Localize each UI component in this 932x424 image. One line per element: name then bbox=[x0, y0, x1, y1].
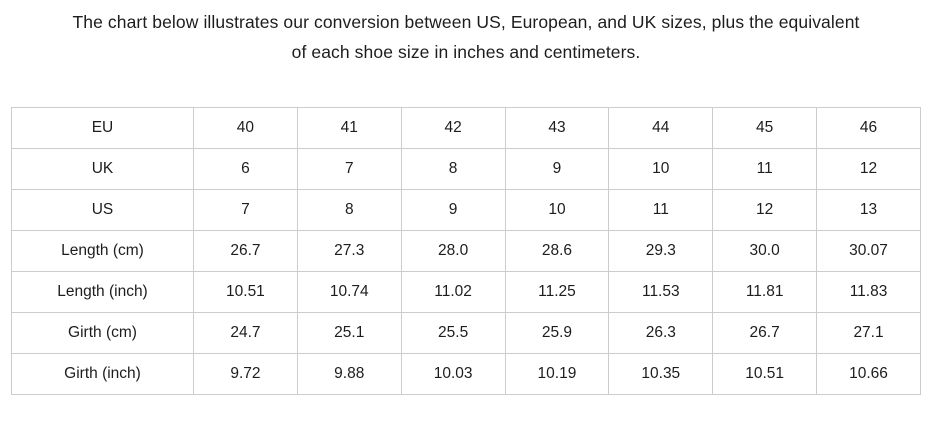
table-cell: 11 bbox=[712, 148, 818, 190]
page-description-line1: The chart below illustrates our conversi… bbox=[72, 12, 860, 32]
row-label: Length (inch) bbox=[11, 271, 194, 313]
table-row: Length (cm) 26.7 27.3 28.0 28.6 29.3 30.0 30.07 bbox=[11, 230, 921, 272]
table-cell: 11.53 bbox=[608, 271, 714, 313]
table-cell: 9 bbox=[504, 148, 610, 190]
table-cell: 44 bbox=[608, 107, 714, 149]
table-cell: 10.51 bbox=[193, 271, 298, 313]
table-cell: 25.9 bbox=[504, 312, 610, 354]
row-label: Length (cm) bbox=[11, 230, 194, 272]
table-cell: 42 bbox=[400, 107, 506, 149]
table-row: UK 6 7 8 9 10 11 12 bbox=[11, 148, 921, 190]
size-conversion-table: EU 40 41 42 43 44 45 46 UK 6 7 8 9 10 11 12 US 7 8 9 10 11 12 1… bbox=[11, 107, 921, 395]
table-cell: 11.25 bbox=[504, 271, 610, 313]
table-cell: 8 bbox=[400, 148, 506, 190]
table-container: EU 40 41 42 43 44 45 46 UK 6 7 8 9 10 11 12 US 7 8 9 10 11 12 1… bbox=[11, 107, 921, 395]
table-cell: 10.66 bbox=[816, 353, 921, 395]
table-cell: 10.74 bbox=[296, 271, 402, 313]
table-cell: 10.51 bbox=[712, 353, 818, 395]
table-cell: 7 bbox=[296, 148, 402, 190]
table-cell: 30.07 bbox=[816, 230, 921, 272]
table-cell: 11.81 bbox=[712, 271, 818, 313]
table-cell: 27.3 bbox=[296, 230, 402, 272]
row-label: Girth (inch) bbox=[11, 353, 194, 395]
table-cell: 13 bbox=[816, 189, 921, 231]
page-description-line2: of each shoe size in inches and centimet… bbox=[291, 42, 641, 62]
table-cell: 26.7 bbox=[193, 230, 298, 272]
table-cell: 45 bbox=[712, 107, 818, 149]
table-cell: 12 bbox=[816, 148, 921, 190]
table-row: EU 40 41 42 43 44 45 46 bbox=[11, 107, 921, 149]
table-cell: 27.1 bbox=[816, 312, 921, 354]
row-label: EU bbox=[11, 107, 194, 149]
table-cell: 25.5 bbox=[400, 312, 506, 354]
row-label: Girth (cm) bbox=[11, 312, 194, 354]
table-cell: 28.0 bbox=[400, 230, 506, 272]
table-cell: 10.35 bbox=[608, 353, 714, 395]
table-cell: 30.0 bbox=[712, 230, 818, 272]
table-cell: 46 bbox=[816, 107, 921, 149]
table-cell: 6 bbox=[193, 148, 298, 190]
table-row: Girth (cm) 24.7 25.1 25.5 25.9 26.3 26.7 27.1 bbox=[11, 312, 921, 354]
table-cell: 41 bbox=[296, 107, 402, 149]
table-cell: 40 bbox=[193, 107, 298, 149]
row-label: UK bbox=[11, 148, 194, 190]
table-cell: 28.6 bbox=[504, 230, 610, 272]
table-row: US 7 8 9 10 11 12 13 bbox=[11, 189, 921, 231]
table-cell: 10.03 bbox=[400, 353, 506, 395]
table-cell: 26.3 bbox=[608, 312, 714, 354]
table-cell: 29.3 bbox=[608, 230, 714, 272]
table-cell: 9 bbox=[400, 189, 506, 231]
table-cell: 10 bbox=[608, 148, 714, 190]
table-cell: 9.72 bbox=[193, 353, 298, 395]
table-cell: 10.19 bbox=[504, 353, 610, 395]
table-cell: 7 bbox=[193, 189, 298, 231]
table-cell: 8 bbox=[296, 189, 402, 231]
table-cell: 12 bbox=[712, 189, 818, 231]
row-label: US bbox=[11, 189, 194, 231]
table-cell: 9.88 bbox=[296, 353, 402, 395]
table-row: Girth (inch) 9.72 9.88 10.03 10.19 10.35 10.51… bbox=[11, 353, 921, 395]
table-row: Length (inch) 10.51 10.74 11.02 11.25 11.53 11… bbox=[11, 271, 921, 313]
table-cell: 25.1 bbox=[296, 312, 402, 354]
table-cell: 26.7 bbox=[712, 312, 818, 354]
table-cell: 11 bbox=[608, 189, 714, 231]
page-description: The chart below illustrates our conversi… bbox=[0, 0, 932, 67]
table-cell: 10 bbox=[504, 189, 610, 231]
table-cell: 11.02 bbox=[400, 271, 506, 313]
table-cell: 11.83 bbox=[816, 271, 921, 313]
table-cell: 24.7 bbox=[193, 312, 298, 354]
table-cell: 43 bbox=[504, 107, 610, 149]
